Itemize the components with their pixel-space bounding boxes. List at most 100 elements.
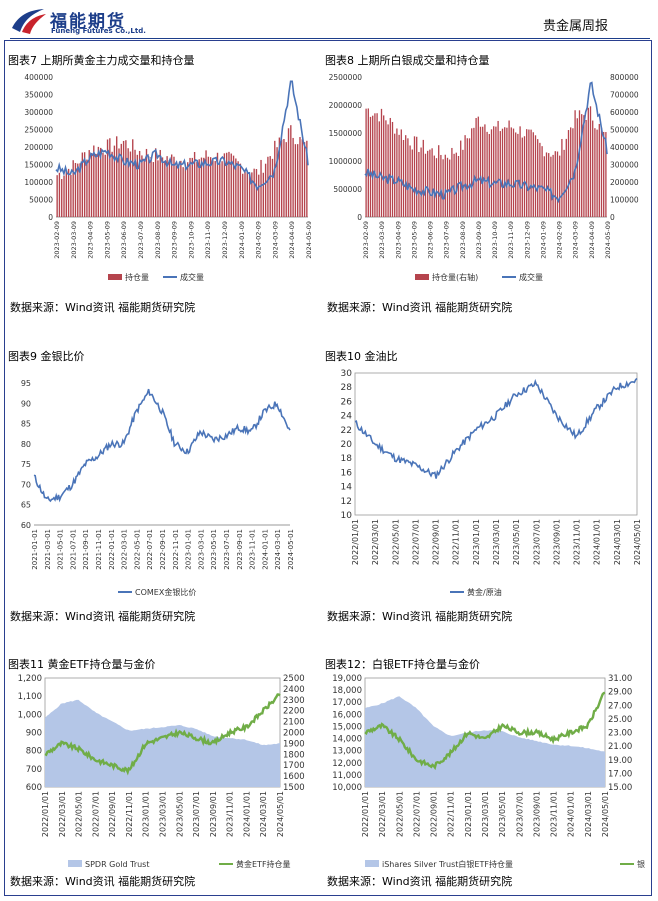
y-tick-label: 0 [48, 213, 53, 222]
bar [550, 156, 552, 217]
x-tick-label: 2023-11-09 [507, 221, 515, 259]
bar [271, 158, 274, 217]
bar [495, 126, 497, 217]
bar [405, 135, 407, 217]
x-tick-label: 2023-11-09 [204, 221, 212, 259]
y-tick-label: 14,000 [332, 735, 362, 745]
x-tick-label: 2022/05/01 [75, 791, 84, 837]
bar [583, 115, 585, 217]
bar [598, 123, 600, 217]
bar [484, 124, 486, 217]
y-tick-label: 0 [357, 213, 362, 222]
series-line [364, 691, 606, 771]
y-tick-label: 28 [341, 383, 353, 393]
x-tick-label: 2022/11/01 [125, 791, 134, 837]
x-tick-label: 2022-09-01 [159, 529, 167, 570]
bar [63, 175, 65, 217]
bar [457, 155, 460, 217]
x-tick-label: 2023-04-09 [87, 221, 95, 259]
bar [239, 163, 242, 217]
bar [488, 134, 490, 217]
chart-title: 图表8 上期所白银成交量和持仓量 [325, 54, 490, 67]
x-tick-label: 2022/11/01 [447, 791, 456, 837]
x-tick-label: 2024/01/01 [593, 519, 602, 565]
legend-swatch [68, 860, 82, 867]
bar [413, 136, 416, 217]
x-tick-label: 2023/07/01 [532, 519, 541, 565]
bar [65, 171, 67, 217]
chart-title: 图表11 黄金ETF持仓量与金价 [8, 658, 156, 671]
x-tick-label: 2023-06-09 [427, 221, 435, 259]
x-tick-label: 2024-05-09 [604, 221, 612, 259]
y-tick-label: 700 [26, 765, 42, 775]
bar [184, 168, 187, 217]
chart-8: 2500000200000015000001000000500000080000… [329, 73, 639, 282]
x-tick-label: 2023/07/01 [192, 791, 201, 837]
panel-chart-10: 图表10 金油比 30 28 26 24 22 20 18 16 14 12 10 2022/01/0… [325, 348, 650, 623]
bar [95, 153, 97, 217]
x-tick-label: 2023/09/01 [552, 519, 561, 565]
x-tick-label: 2023/03/01 [492, 519, 501, 565]
y-tick-label: 14 [341, 483, 353, 493]
bar [182, 167, 184, 217]
bar [407, 138, 409, 217]
y-tick-label: 18 [341, 454, 353, 464]
bar [141, 155, 143, 217]
bar [173, 156, 175, 217]
bar [523, 136, 526, 217]
bar [446, 157, 449, 217]
bar [200, 157, 203, 217]
bar [442, 159, 444, 217]
bar [391, 121, 394, 217]
bar [389, 117, 391, 217]
y-tick-label: 13,000 [332, 747, 362, 757]
x-tick-label: 2021-07-01 [69, 529, 77, 570]
bar [464, 135, 466, 217]
data-source: 数据来源：Wind资讯 福能期货研究院 [10, 301, 196, 314]
x-tick-label: 2024-03-09 [572, 221, 580, 259]
bar [221, 161, 223, 217]
x-tick-label: 2023/03/01 [481, 791, 490, 837]
y-tick-label: 1,000 [18, 710, 42, 720]
bar [453, 153, 455, 217]
y-tick-label: 1800 [283, 750, 305, 760]
x-tick-label: 2023-07-09 [443, 221, 451, 259]
bar [77, 163, 79, 217]
bar [299, 137, 301, 217]
x-tick-label: 2024-02-09 [556, 221, 564, 259]
bar [394, 133, 396, 217]
legend-label: SPDR Gold Trust [85, 860, 149, 869]
bar [134, 149, 136, 217]
y-tick-label: 65 [21, 501, 31, 510]
bar [187, 162, 189, 217]
x-tick-label: 2023/11/01 [573, 519, 582, 565]
bar [164, 161, 166, 217]
bar [431, 148, 433, 217]
x-tick-label: 2022/03/01 [371, 519, 380, 565]
bar [177, 164, 180, 217]
x-tick-label: 2022/05/01 [395, 791, 404, 837]
x-tick-label: 2023/11/01 [226, 791, 235, 837]
y-tick-label: 85 [21, 420, 31, 429]
bar [111, 151, 113, 217]
bar [136, 154, 139, 217]
bar [541, 146, 543, 217]
x-tick-label: 2024-05-09 [305, 221, 313, 259]
y-tick-label: 800000 [610, 73, 639, 82]
bar [605, 132, 607, 217]
x-tick-label: 2022/03/01 [58, 791, 67, 837]
x-tick-label: 2022/01/01 [41, 791, 50, 837]
x-tick-label: 2021-09-01 [82, 529, 90, 570]
x-tick-label: 2023-07-09 [137, 221, 145, 259]
bar [539, 142, 541, 217]
y-tick-label: 2400 [283, 685, 305, 695]
y-tick-label: 11,000 [332, 771, 362, 781]
bar [205, 150, 207, 217]
data-source: 数据来源：Wind资讯 福能期货研究院 [327, 610, 513, 623]
bar [506, 127, 508, 217]
bar [118, 148, 120, 217]
y-tick-label: 30 [341, 369, 353, 379]
x-tick-label: 2024/03/01 [259, 791, 268, 837]
y-tick-label: 2200 [283, 707, 305, 717]
bar [416, 136, 418, 217]
